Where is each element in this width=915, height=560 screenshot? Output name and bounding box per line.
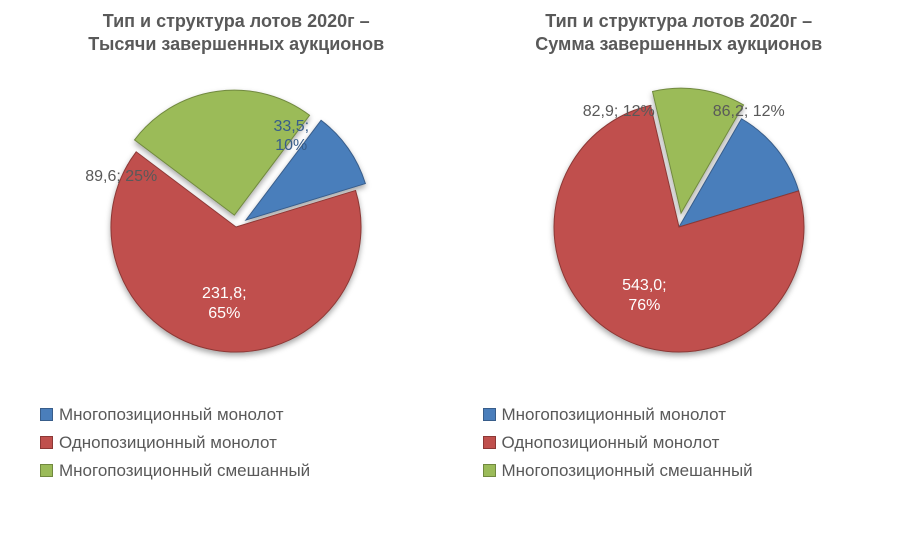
legend-item: Многопозиционный монолот [483,405,753,425]
legend-swatch-multi-mono [483,408,496,421]
legend-label: Однопозиционный монолот [502,433,720,453]
charts-container: Тип и структура лотов 2020г – Тысячи зав… [0,0,915,560]
legend-swatch-multi-mixed [40,464,53,477]
legend-item: Многопозиционный смешанный [483,461,753,481]
pie-chart-left: 33,5; 10%231,8; 65%89,6; 25% [76,67,396,387]
chart-title-left: Тип и структура лотов 2020г – Тысячи зав… [88,10,384,57]
legend-label: Многопозиционный монолот [59,405,284,425]
legend-swatch-single-mono [483,436,496,449]
legend-left: Многопозиционный монолот Однопозиционный… [40,405,310,481]
legend-swatch-single-mono [40,436,53,449]
legend-right: Многопозиционный монолот Однопозиционный… [483,405,753,481]
legend-item: Многопозиционный монолот [40,405,310,425]
legend-item: Однопозиционный монолот [40,433,310,453]
legend-swatch-multi-mixed [483,464,496,477]
chart-panel-left: Тип и структура лотов 2020г – Тысячи зав… [20,10,453,481]
legend-label: Однопозиционный монолот [59,433,277,453]
legend-item: Многопозиционный смешанный [40,461,310,481]
legend-swatch-multi-mono [40,408,53,421]
legend-item: Однопозиционный монолот [483,433,753,453]
legend-label: Многопозиционный смешанный [502,461,753,481]
chart-panel-right: Тип и структура лотов 2020г – Сумма заве… [463,10,896,481]
legend-label: Многопозиционный смешанный [59,461,310,481]
pie-chart-right: 86,2; 12%543,0; 76%82,9; 12% [519,67,839,387]
chart-title-right: Тип и структура лотов 2020г – Сумма заве… [535,10,822,57]
legend-label: Многопозиционный монолот [502,405,727,425]
